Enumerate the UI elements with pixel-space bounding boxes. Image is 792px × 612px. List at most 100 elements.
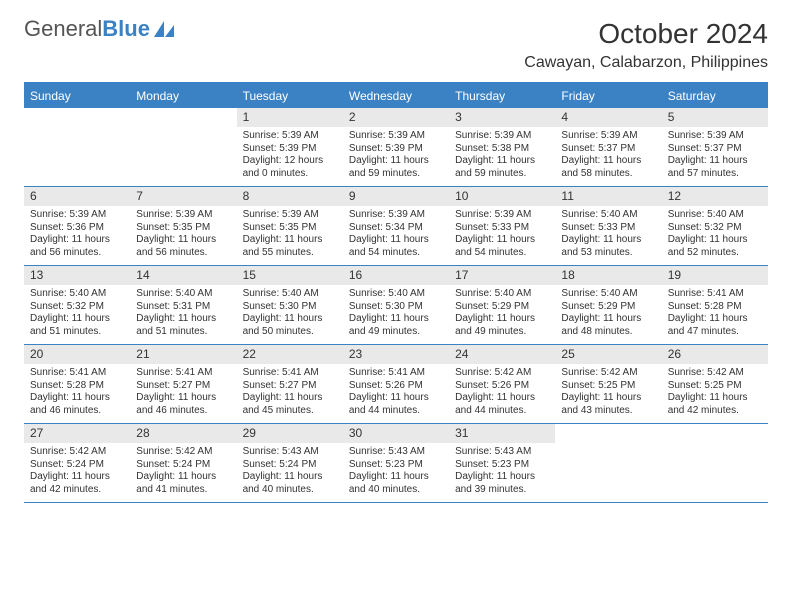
daylight-text: Daylight: 11 hours and 46 minutes. [136,392,230,417]
sunrise-text: Sunrise: 5:40 AM [561,209,655,222]
daylight-text: Daylight: 11 hours and 46 minutes. [30,392,124,417]
day-cell: 15Sunrise: 5:40 AMSunset: 5:30 PMDayligh… [237,266,343,344]
day-header-saturday: Saturday [662,84,768,108]
daylight-text: Daylight: 11 hours and 59 minutes. [455,155,549,180]
day-cell: 7Sunrise: 5:39 AMSunset: 5:35 PMDaylight… [130,187,236,265]
day-number: 6 [24,187,130,206]
sunset-text: Sunset: 5:23 PM [455,459,549,472]
sunset-text: Sunset: 5:24 PM [30,459,124,472]
day-body: Sunrise: 5:39 AMSunset: 5:38 PMDaylight:… [449,127,555,184]
day-cell: 18Sunrise: 5:40 AMSunset: 5:29 PMDayligh… [555,266,661,344]
daylight-text: Daylight: 11 hours and 52 minutes. [668,234,762,259]
day-body: Sunrise: 5:42 AMSunset: 5:26 PMDaylight:… [449,364,555,421]
day-cell: 17Sunrise: 5:40 AMSunset: 5:29 PMDayligh… [449,266,555,344]
day-body: Sunrise: 5:40 AMSunset: 5:32 PMDaylight:… [24,285,130,342]
day-number: 11 [555,187,661,206]
day-body: Sunrise: 5:40 AMSunset: 5:30 PMDaylight:… [343,285,449,342]
brand-text-2: Blue [102,18,150,40]
day-body: Sunrise: 5:40 AMSunset: 5:29 PMDaylight:… [555,285,661,342]
sunset-text: Sunset: 5:37 PM [668,143,762,156]
day-cell: 26 Sunrise: 5:42 AMSunset: 5:25 PMDayligh… [662,345,768,423]
day-cell: 5Sunrise: 5:39 AMSunset: 5:37 PMDaylight… [662,108,768,186]
daylight-text: Daylight: 11 hours and 42 minutes. [668,392,762,417]
sunrise-text: Sunrise: 5:42 AM [561,367,655,380]
day-body: Sunrise: 5:43 AMSunset: 5:24 PMDaylight:… [237,443,343,500]
day-number: 28 [130,424,236,443]
day-cell: 14Sunrise: 5:40 AMSunset: 5:31 PMDayligh… [130,266,236,344]
daylight-text: Daylight: 11 hours and 47 minutes. [668,313,762,338]
day-cell: 23Sunrise: 5:41 AMSunset: 5:26 PMDayligh… [343,345,449,423]
day-cell: 4Sunrise: 5:39 AMSunset: 5:37 PMDaylight… [555,108,661,186]
day-number: 10 [449,187,555,206]
daylight-text: Daylight: 11 hours and 49 minutes. [349,313,443,338]
week-row: 13Sunrise: 5:40 AMSunset: 5:32 PMDayligh… [24,266,768,345]
day-body: Sunrise: 5:40 AMSunset: 5:29 PMDaylight:… [449,285,555,342]
day-header-wednesday: Wednesday [343,84,449,108]
day-number: 16 [343,266,449,285]
weeks-container: 1Sunrise: 5:39 AMSunset: 5:39 PMDaylight… [24,108,768,503]
daylight-text: Daylight: 11 hours and 40 minutes. [349,471,443,496]
sunset-text: Sunset: 5:39 PM [243,143,337,156]
sunrise-text: Sunrise: 5:39 AM [455,209,549,222]
title-block: October 2024 Cawayan, Calabarzon, Philip… [524,18,768,72]
sunrise-text: Sunrise: 5:43 AM [455,446,549,459]
day-number: 31 [449,424,555,443]
day-number: 27 [24,424,130,443]
daylight-text: Daylight: 11 hours and 55 minutes. [243,234,337,259]
day-number: 5 [662,108,768,127]
sunrise-text: Sunrise: 5:42 AM [136,446,230,459]
day-body: Sunrise: 5:39 AMSunset: 5:36 PMDaylight:… [24,206,130,263]
day-number: 18 [555,266,661,285]
daylight-text: Daylight: 11 hours and 59 minutes. [349,155,443,180]
day-number: 26 [662,345,768,364]
day-number: 24 [449,345,555,364]
day-number: 14 [130,266,236,285]
sunset-text: Sunset: 5:35 PM [136,222,230,235]
day-body: Sunrise: 5:39 AMSunset: 5:37 PMDaylight:… [662,127,768,184]
sunrise-text: Sunrise: 5:41 AM [136,367,230,380]
sunset-text: Sunset: 5:33 PM [561,222,655,235]
sunset-text: Sunset: 5:29 PM [455,301,549,314]
daylight-text: Daylight: 11 hours and 54 minutes. [455,234,549,259]
week-row: 1 Sunrise: 5:39 AMSunset: 5:39 PM Daylight… [24,108,768,187]
day-cell: 3Sunrise: 5:39 AMSunset: 5:38 PMDaylight… [449,108,555,186]
day-cell: 30Sunrise: 5:43 AMSunset: 5:23 PMDayligh… [343,424,449,502]
daylight-text: Daylight: 11 hours and 57 minutes. [668,155,762,180]
sunset-text: Sunset: 5:28 PM [668,301,762,314]
day-body: Sunrise: 5:40 AMSunset: 5:31 PMDaylight:… [130,285,236,342]
day-body: Sunrise: 5:42 AMSunset: 5:25 PMDaylight:… [555,364,661,421]
day-number: 1 [237,108,343,127]
daylight-text: Daylight: 11 hours and 42 minutes. [30,471,124,496]
day-cell: 11Sunrise: 5:40 AMSunset: 5:33 PMDayligh… [555,187,661,265]
sunrise-text: Sunrise: 5:39 AM [349,209,443,222]
day-header-thursday: Thursday [449,84,555,108]
daylight-text: Daylight: 11 hours and 49 minutes. [455,313,549,338]
sunrise-text: Sunrise: 5:39 AM [136,209,230,222]
sunrise-text: Sunrise: 5:39 AM [243,130,337,143]
day-body: Sunrise: 5:41 AMSunset: 5:27 PMDaylight:… [237,364,343,421]
sunrise-text: Sunrise: 5:41 AM [243,367,337,380]
day-number: 9 [343,187,449,206]
day-number: 8 [237,187,343,206]
day-cell: 22Sunrise: 5:41 AMSunset: 5:27 PMDayligh… [237,345,343,423]
sunrise-text: Sunrise: 5:42 AM [668,367,762,380]
sunrise-text: Sunrise: 5:41 AM [349,367,443,380]
daylight-text: Daylight: 11 hours and 44 minutes. [349,392,443,417]
day-cell: 1Sunrise: 5:39 AMSunset: 5:39 PMDaylight… [237,108,343,186]
daylight-text: Daylight: 11 hours and 58 minutes. [561,155,655,180]
daylight-text: Daylight: 11 hours and 54 minutes. [349,234,443,259]
sunset-text: Sunset: 5:37 PM [561,143,655,156]
day-cell: 13Sunrise: 5:40 AMSunset: 5:32 PMDayligh… [24,266,130,344]
day-number: 30 [343,424,449,443]
empty-cell [662,424,768,502]
day-cell: 9Sunrise: 5:39 AMSunset: 5:34 PMDaylight… [343,187,449,265]
sunrise-text: Sunrise: 5:40 AM [455,288,549,301]
day-number: 3 [449,108,555,127]
week-row: 27Sunrise: 5:42 AMSunset: 5:24 PMDayligh… [24,424,768,503]
daylight-text: Daylight: 11 hours and 39 minutes. [455,471,549,496]
day-header-friday: Friday [555,84,661,108]
sunset-text: Sunset: 5:25 PM [668,380,762,393]
sunset-text: Sunset: 5:23 PM [349,459,443,472]
sunrise-text: Sunrise: 5:40 AM [30,288,124,301]
day-body: Sunrise: 5:43 AMSunset: 5:23 PMDaylight:… [343,443,449,500]
